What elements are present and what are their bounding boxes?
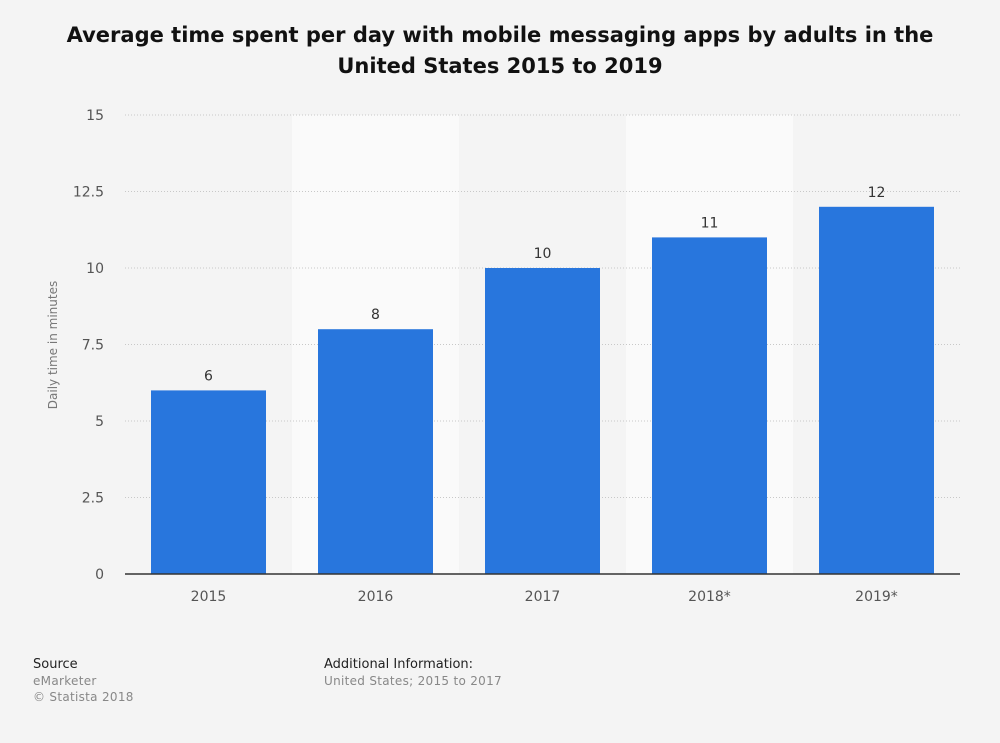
additional-info-heading: Additional Information: bbox=[324, 657, 474, 672]
copyright: © Statista 2018 bbox=[33, 690, 134, 704]
y-tick-label: 0 bbox=[95, 567, 104, 583]
additional-info-text: United States; 2015 to 2017 bbox=[324, 674, 502, 688]
y-tick-label: 10 bbox=[86, 261, 104, 277]
data-label: 8 bbox=[371, 307, 380, 323]
y-tick-label: 7.5 bbox=[82, 338, 104, 354]
additional-info-block: Additional Information: United States; 2… bbox=[324, 657, 502, 689]
data-label: 12 bbox=[868, 185, 886, 201]
source-name[interactable]: eMarketer bbox=[33, 674, 97, 688]
source-block: Source eMarketer © Statista 2018 bbox=[33, 657, 134, 705]
x-tick-label: 2018* bbox=[688, 589, 731, 605]
chart-title: Average time spent per day with mobile m… bbox=[66, 23, 934, 78]
x-tick-label: 2017 bbox=[525, 589, 561, 605]
bar-2018*[interactable] bbox=[652, 237, 767, 574]
y-tick-label: 15 bbox=[86, 108, 104, 124]
bars bbox=[151, 206, 934, 575]
source-heading: Source bbox=[33, 657, 78, 672]
bar-2019*[interactable] bbox=[819, 206, 934, 575]
x-tick-label: 2019* bbox=[855, 589, 898, 605]
y-tick-labels: 0 2.5 5 7.5 10 12.5 15 bbox=[73, 108, 104, 583]
data-label: 10 bbox=[534, 246, 552, 262]
bar-2016[interactable] bbox=[318, 329, 433, 574]
y-tick-label: 5 bbox=[95, 414, 104, 430]
y-tick-label: 2.5 bbox=[82, 491, 104, 507]
x-tick-label: 2016 bbox=[358, 589, 394, 605]
y-tick-label: 12.5 bbox=[73, 185, 104, 201]
y-axis-title: Daily time in minutes bbox=[46, 281, 60, 409]
data-label: 11 bbox=[701, 215, 719, 231]
x-tick-labels: 2015 2016 2017 2018* 2019* bbox=[191, 589, 898, 605]
bar-2017[interactable] bbox=[485, 268, 600, 574]
data-labels: 6 8 10 11 12 bbox=[204, 185, 885, 385]
data-label: 6 bbox=[204, 368, 213, 384]
x-tick-label: 2015 bbox=[191, 589, 227, 605]
bar-2015[interactable] bbox=[151, 390, 266, 574]
